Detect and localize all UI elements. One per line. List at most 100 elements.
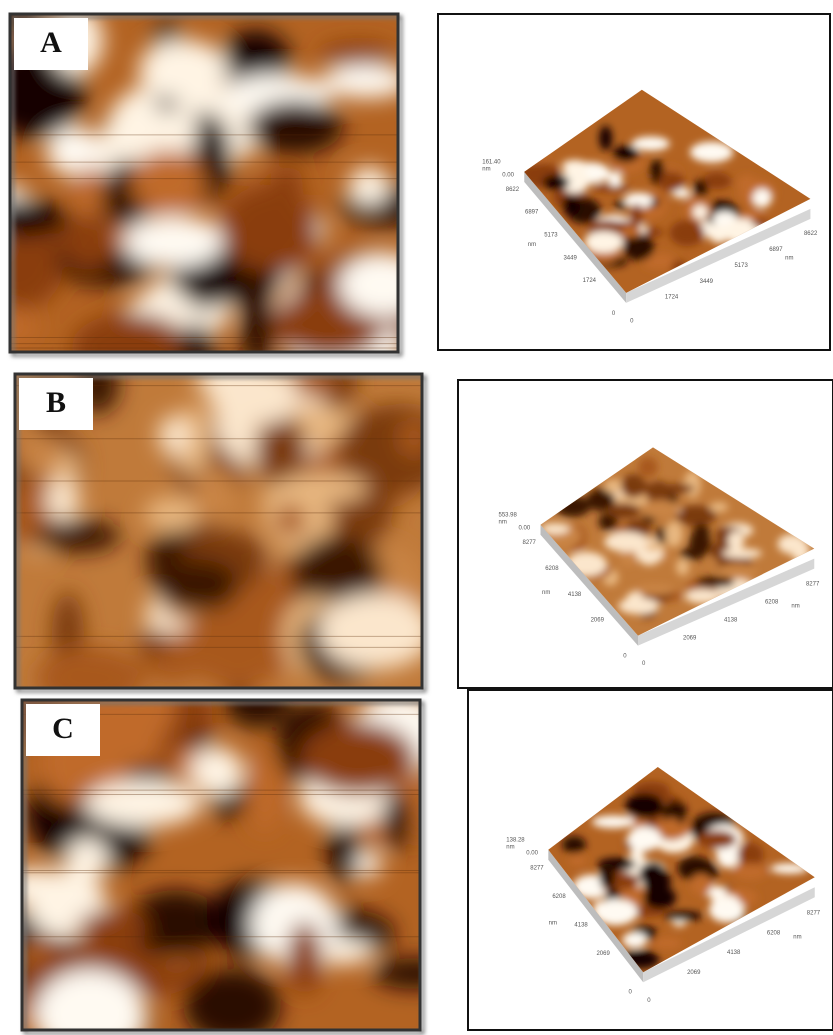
blob [300, 722, 417, 795]
blob [178, 323, 215, 376]
blob [154, 559, 239, 612]
surface-blob [733, 864, 767, 881]
left-axis-tick: 5173 [544, 233, 558, 239]
surface-blob [753, 189, 772, 208]
bottom-axis-unit: nm [791, 603, 799, 609]
bottom-axis-tick: 6897 [769, 247, 783, 253]
z-max-label: 161.40 [482, 159, 501, 165]
left-axis-tick: 4138 [574, 923, 588, 929]
bottom-axis-tick: 4138 [727, 950, 741, 956]
z-min-label: 0.00 [526, 850, 538, 856]
z-unit-label: nm [506, 844, 514, 850]
bottom-axis-tick: 5173 [734, 263, 748, 269]
left-axis-tick: 6208 [552, 894, 566, 900]
z-max-label: 553.98 [499, 512, 518, 518]
blob [399, 418, 430, 457]
surface-blob [643, 870, 671, 892]
surface-blob [608, 171, 622, 186]
blob [63, 214, 115, 270]
bottom-axis-unit: nm [785, 256, 793, 262]
left-axis-tick: 8622 [506, 187, 520, 193]
surface-blob [625, 793, 664, 819]
afm-3d-panel: 553.98nm0.0082776208413820690nm020694138… [458, 380, 833, 688]
surface-blob [604, 532, 648, 552]
bottom-axis-tick: 8277 [806, 582, 820, 588]
surface-blob [663, 911, 702, 920]
surface-blob [676, 558, 690, 575]
bottom-axis-tick: 2069 [683, 635, 697, 641]
blob [382, 791, 412, 849]
surface-blob [722, 548, 762, 558]
surface-blob [663, 818, 680, 841]
left-axis-unit: nm [528, 242, 536, 248]
surface-blob [698, 830, 737, 848]
page: A161.40nm0.00862268975173344917240nm0172… [0, 0, 833, 1035]
blob [249, 752, 280, 833]
blob [46, 479, 80, 522]
blob [190, 747, 244, 795]
left-axis-unit: nm [542, 590, 550, 596]
blob [318, 593, 433, 669]
surface-blob [652, 937, 681, 949]
z-max-label: 138.28 [506, 837, 525, 843]
surface-blob [737, 843, 763, 867]
left-axis-tick: 6208 [545, 566, 559, 572]
blob [85, 780, 203, 826]
blob [248, 100, 343, 154]
left-axis-tick: 4138 [568, 592, 582, 598]
surface-blob [636, 584, 676, 596]
z-unit-label: nm [482, 166, 490, 172]
afm-3d-panel: 161.40nm0.00862268975173344917240nm01724… [438, 14, 830, 350]
panel-label: A [40, 26, 62, 59]
blob [71, 313, 190, 381]
surface-blob [709, 502, 728, 512]
surface-blob [584, 231, 623, 253]
blob [339, 253, 429, 317]
blob [220, 185, 316, 271]
surface-blob [592, 815, 635, 828]
bottom-axis-tick: 8622 [804, 231, 818, 237]
surface-blob [622, 932, 647, 948]
blob [138, 629, 169, 656]
z-min-label: 0.00 [519, 525, 531, 531]
surface-blob [689, 530, 710, 556]
surface-blob [599, 863, 616, 888]
bottom-axis-tick: 3449 [700, 279, 714, 285]
surface-blob [562, 836, 586, 853]
bottom-axis-tick: 8277 [807, 911, 821, 917]
bottom-axis-tick: 1724 [665, 295, 679, 301]
figure: A161.40nm0.00862268975173344917240nm0172… [0, 0, 833, 1035]
blob [349, 167, 390, 206]
afm-2d-panel: B [0, 329, 454, 710]
surface-blob [613, 146, 639, 163]
blob [34, 519, 121, 552]
blob [193, 466, 237, 525]
left-axis-tick: 1724 [583, 278, 597, 284]
blob [131, 150, 206, 214]
surface-blob [542, 175, 569, 191]
left-axis-tick: 8277 [530, 866, 544, 872]
surface-blob [657, 484, 695, 493]
surface-blob [728, 531, 744, 550]
surface-blob [624, 234, 655, 261]
blob [78, 910, 148, 945]
surface-blob [665, 521, 683, 547]
left-axis-tick: 8277 [523, 540, 537, 546]
left-axis-tick: 2069 [591, 618, 605, 624]
surface-blob [599, 126, 612, 151]
surface-blob [693, 205, 708, 219]
surface-blob [632, 136, 670, 150]
bottom-axis-tick: 6208 [767, 930, 781, 936]
bottom-axis-tick: 4138 [724, 617, 738, 623]
afm-2d-panel: C [0, 662, 458, 1035]
surface-blob [569, 854, 586, 866]
surface-blob [562, 160, 588, 172]
blob [275, 504, 305, 537]
surface-blob [709, 898, 745, 923]
bottom-axis-unit: nm [793, 934, 801, 940]
surface-blob [696, 577, 735, 588]
left-axis-tick: 3449 [563, 255, 577, 261]
surface-blob [638, 457, 658, 477]
z-min-label: 0.00 [502, 172, 514, 178]
blob [287, 922, 323, 995]
